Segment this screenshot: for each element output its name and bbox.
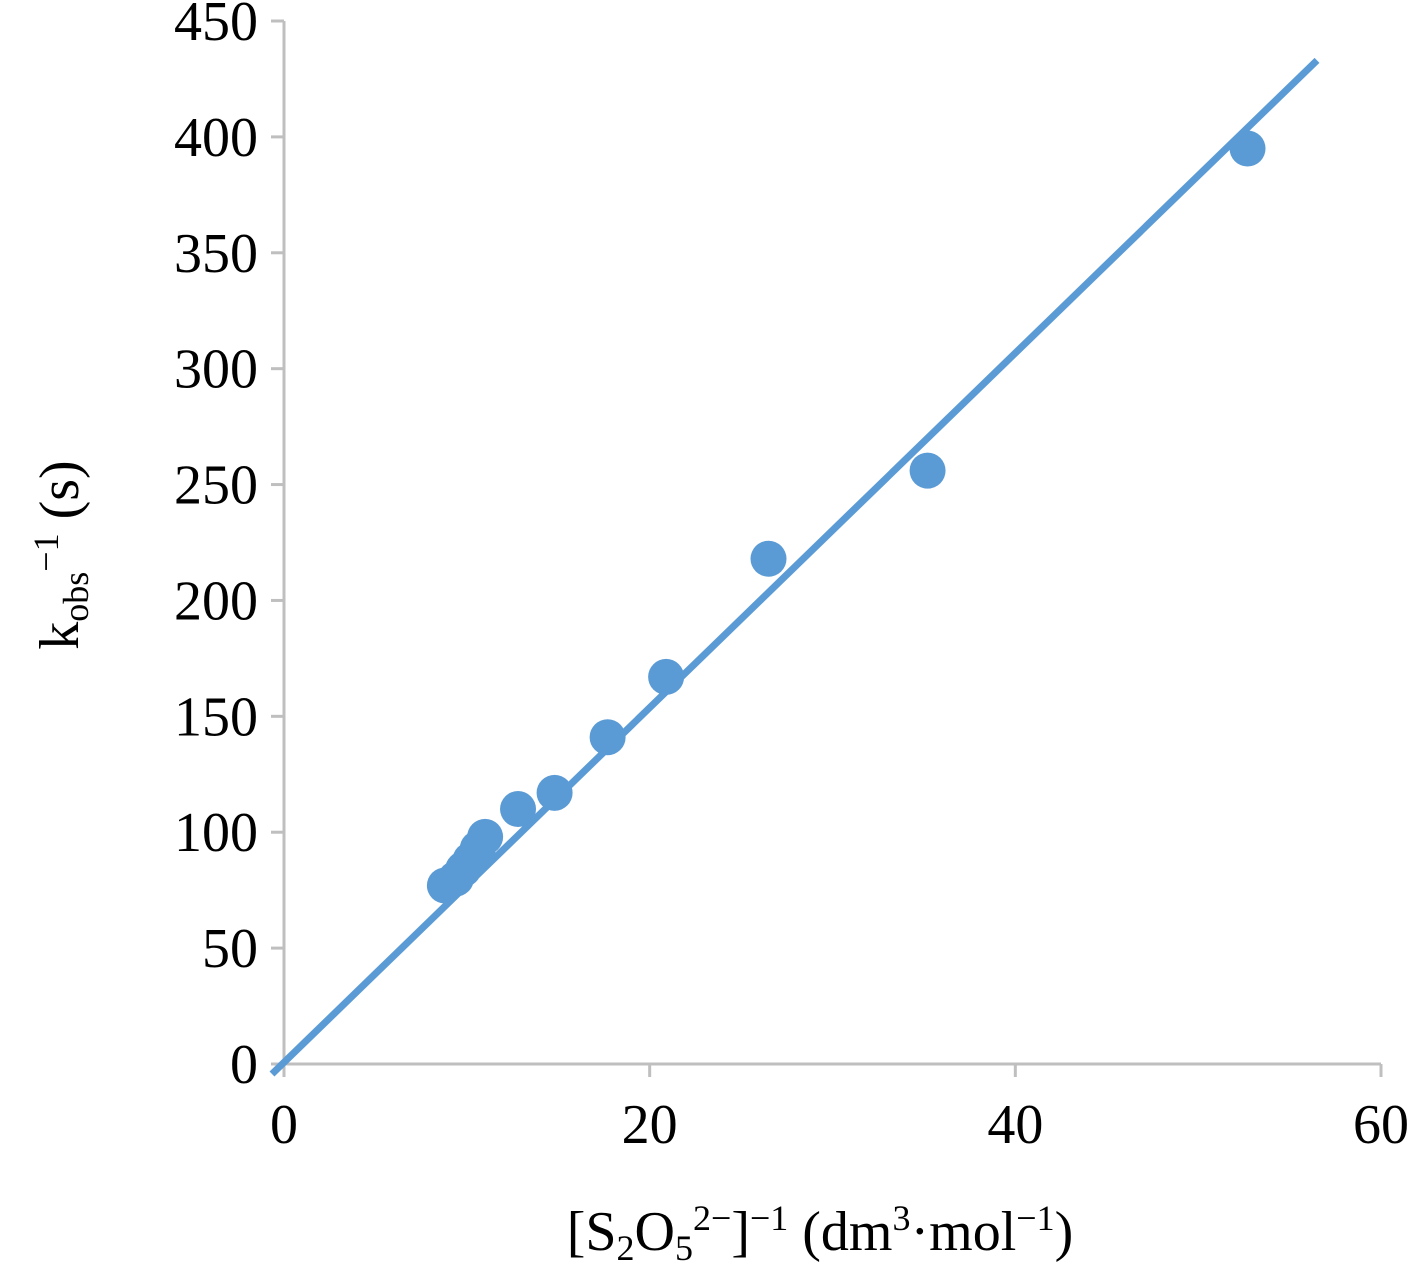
y-tick-label: 250 — [174, 455, 258, 517]
trendline — [269, 57, 1320, 1077]
y-tick-label: 450 — [174, 0, 258, 53]
y-tick-label: 300 — [174, 339, 258, 401]
data-point — [500, 791, 537, 828]
data-point — [648, 658, 685, 695]
data-point — [589, 719, 626, 756]
y-tick-label: 150 — [174, 686, 258, 748]
trendline-group — [269, 57, 1320, 1077]
data-point — [750, 540, 787, 577]
y-tick-label: 100 — [174, 802, 258, 864]
data-point — [467, 818, 504, 855]
data-point — [1229, 130, 1266, 167]
tick-labels: 0 50 100 150 200 250 300 350 400 450 0 20 40 60 — [174, 0, 1409, 1156]
x-tick-label: 20 — [622, 1094, 678, 1156]
y-tick-label: 0 — [230, 1034, 258, 1096]
x-axis-title: [S2O52−]−1 (dm3·mol−1) — [567, 1198, 1073, 1268]
y-axis-title: kobs−1 (s) — [26, 460, 96, 649]
data-points — [426, 130, 1266, 904]
x-tick-label: 60 — [1353, 1094, 1409, 1156]
data-point — [909, 452, 946, 489]
data-point — [536, 774, 573, 811]
y-tick-label: 400 — [174, 107, 258, 169]
x-tick-label: 0 — [270, 1094, 298, 1156]
y-tick-label: 350 — [174, 223, 258, 285]
x-tick-label: 40 — [987, 1094, 1043, 1156]
y-tick-label: 200 — [174, 570, 258, 632]
y-tick-label: 50 — [202, 918, 258, 980]
axes — [271, 19, 1383, 1077]
